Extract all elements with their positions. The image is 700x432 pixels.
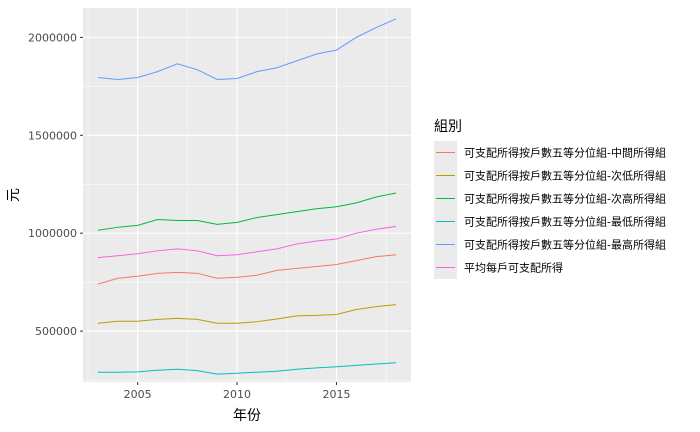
legend-label: 可支配所得按戶數五等分位組-中間所得組: [464, 146, 666, 160]
legend-label: 可支配所得按戶數五等分位組-次低所得組: [464, 169, 666, 183]
legend-label: 可支配所得按戶數五等分位組-最低所得組: [464, 215, 666, 229]
x-tick-label: 2015: [322, 388, 350, 401]
legend: 可支配所得按戶數五等分位組-中間所得組可支配所得按戶數五等分位組-次低所得組可支…: [434, 141, 666, 279]
legend-label: 可支配所得按戶數五等分位組-最高所得組: [464, 238, 666, 252]
series-line-1: [97, 254, 397, 285]
x-axis: 2005 2010 2015: [124, 382, 350, 401]
y-tick-label: 1000000: [28, 227, 77, 240]
y-axis-title: 元: [6, 188, 22, 202]
legend-label: 平均每戶可支配所得: [464, 261, 563, 275]
series-line-3: [97, 192, 397, 231]
x-tick-label: 2010: [223, 388, 251, 401]
legend-title: 組別: [434, 119, 462, 135]
legend-label: 可支配所得按戶數五等分位組-次高所得組: [464, 192, 666, 206]
series-line-6: [97, 225, 397, 259]
y-tick-label: 1500000: [28, 129, 77, 142]
x-axis-title: 年份: [233, 408, 261, 424]
series-line-5: [97, 18, 397, 80]
y-axis: 500000 1000000 1500000 2000000: [28, 31, 83, 338]
series-line-2: [97, 304, 397, 324]
y-tick-label: 2000000: [28, 31, 77, 44]
series-lines: [97, 18, 397, 375]
series-line-4: [97, 362, 397, 375]
plot-panel: [83, 8, 411, 382]
x-tick-label: 2005: [124, 388, 152, 401]
y-tick-label: 500000: [35, 325, 77, 338]
